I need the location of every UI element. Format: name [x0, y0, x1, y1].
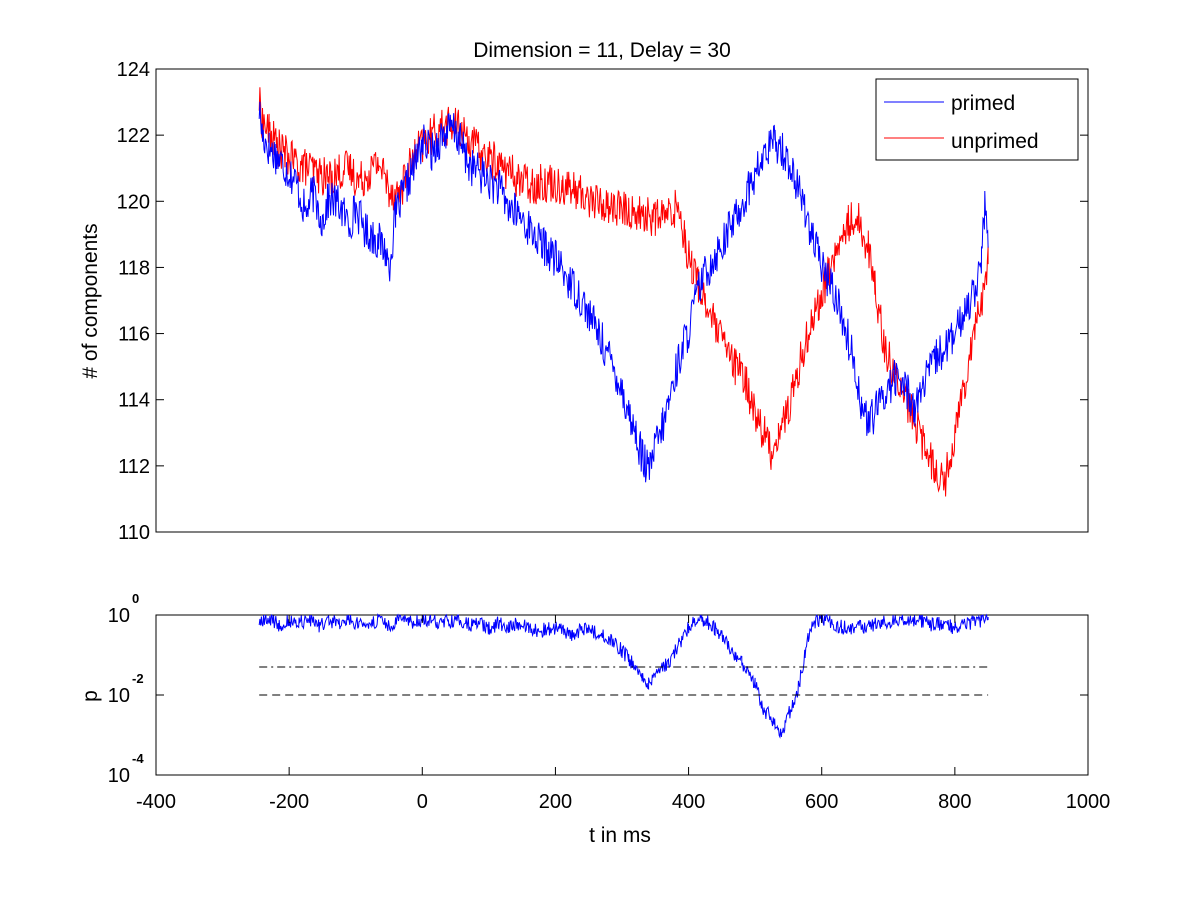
y-tick-exponent: -2: [132, 671, 144, 686]
legend-box: [875, 78, 1079, 161]
top-y-ticks: 110 112 114 116 118 120 122 124: [117, 59, 1088, 544]
y-tick-label: 10: [108, 765, 130, 787]
y-tick-label: 10: [108, 605, 130, 627]
x-tick-label: 1000: [1066, 791, 1111, 813]
x-tick-label: -200: [269, 791, 309, 813]
y-tick-label: 112: [118, 456, 150, 478]
x-tick-label: 200: [539, 791, 572, 813]
x-axis-label: t in ms: [589, 824, 651, 847]
top-y-axis-label: # of components: [79, 223, 102, 378]
series-line-p: [258, 613, 989, 739]
y-tick-label: 10: [108, 685, 130, 707]
top-series-group: [258, 87, 989, 497]
y-tick-label: 124: [117, 59, 150, 81]
x-tick-label: 0: [417, 791, 428, 813]
y-tick-label: 118: [118, 257, 150, 279]
y-tick-label: 110: [118, 522, 150, 544]
y-tick-label: 116: [118, 324, 150, 346]
x-ticks: -400 -200 0 200 400 600 800 1000: [136, 615, 1110, 813]
x-tick-label: 800: [938, 791, 971, 813]
y-tick-label: 120: [117, 191, 150, 213]
x-tick-label: 600: [805, 791, 838, 813]
bottom-y-axis-label: p: [79, 690, 102, 702]
x-tick-label: -400: [136, 791, 176, 813]
y-tick-label: 114: [118, 390, 150, 412]
y-tick-exponent: -4: [132, 751, 144, 766]
legend-label-primed: primed: [951, 92, 1015, 115]
chart-title: Dimension = 11, Delay = 30: [473, 39, 731, 62]
legend: primed unprimed: [875, 78, 1079, 161]
y-tick-label: 122: [117, 125, 150, 147]
legend-label-unprimed: unprimed: [951, 130, 1039, 153]
top-panel: 110 112 114 116 118 120 122 124 Dimension = 11,…: [79, 39, 1089, 544]
y-tick-exponent: 0: [132, 591, 139, 606]
x-tick-label: 400: [672, 791, 705, 813]
bottom-series-group: [258, 613, 989, 739]
series-line-unprimed: [258, 87, 989, 497]
series-line-primed: [258, 101, 989, 483]
